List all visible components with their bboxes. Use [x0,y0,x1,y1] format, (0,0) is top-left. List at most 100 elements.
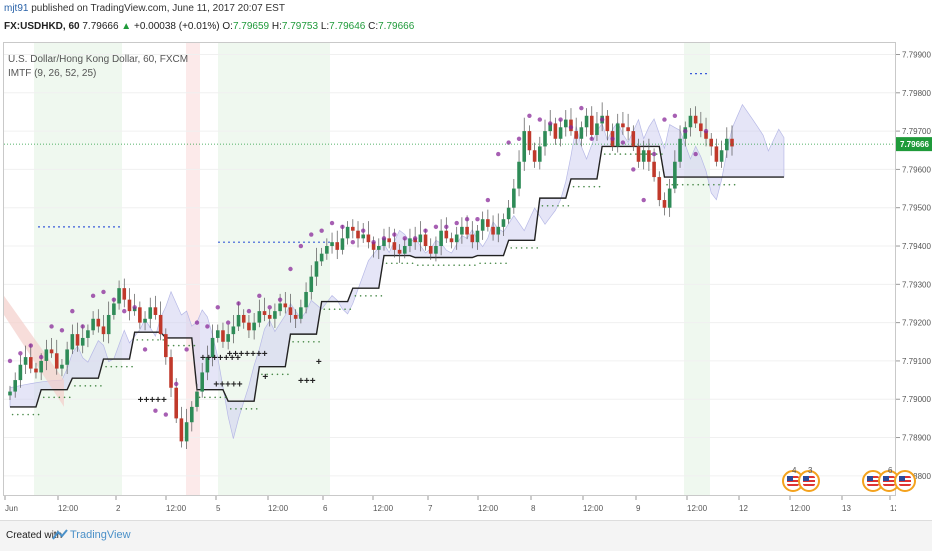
trail-dot [162,339,165,341]
series-legend[interactable]: U.S. Dollar/Hong Kong Dollar, 60, FXCM [8,54,189,65]
candle-body [330,242,334,247]
x-tick-label: 13 [842,504,851,513]
y-tick-label: 7.79400 [902,242,931,251]
candle-body [641,150,646,162]
candle-body [636,146,641,162]
candle-body [117,288,121,304]
x-tick-label: 12:00 [58,504,79,513]
trail-dot [463,264,466,266]
candle-body [335,242,340,250]
trail-dot [557,204,559,207]
tradingview-logo-icon [52,529,68,540]
lagging-dot [641,197,646,203]
candle-body [106,314,111,335]
x-tick-label: 12:0 [890,504,896,513]
symbol-label[interactable]: FX:USDHKD, 60 [4,21,80,32]
candle-body [647,150,651,162]
x-tick-label: 12:00 [687,504,708,513]
candle-body [704,131,708,139]
trail-dot [276,373,279,376]
y-tick-label: 7.79800 [902,89,931,98]
trail-dot [380,295,383,297]
trail-dot [650,153,653,155]
candle-body [356,230,360,239]
x-tick-label: 2 [116,504,121,513]
trail-dot [333,308,336,311]
candle-body [28,357,33,369]
lagging-dot [174,381,179,387]
candle-body [325,246,329,254]
candle-body [252,322,256,331]
trail-dot [567,204,570,207]
trail-dot [152,339,154,341]
candle-body [693,115,698,124]
signal-marker: +++++++ [200,353,241,364]
author-link[interactable]: mjt91 [4,3,29,14]
candle-body [54,353,59,369]
candle-body [460,226,464,235]
economic-calendar-events[interactable]: 6 [862,466,916,494]
candle-body [101,326,106,335]
us-flag-icon[interactable] [894,470,916,492]
candle-body [667,188,672,208]
candle-body [293,314,298,319]
trail-dot [718,183,720,186]
y-tick-label: 7.79600 [902,165,931,174]
lagging-dot [485,197,491,203]
y-tick-label: 7.79900 [902,50,931,59]
trail-dot [245,408,248,410]
candle-body [143,318,147,323]
trail-dot [183,344,185,347]
candle-body [595,123,599,135]
candle-body [231,326,236,335]
x-tick-label: 12:00 [790,504,811,513]
price-axis[interactable]: 7.79900 7.79800 7.79700 7.79600 7.79500 7.794… [896,42,932,496]
candle-body [18,364,23,381]
lagging-dot [672,113,678,118]
candle-body [247,322,251,331]
open-value: 7.79659 [232,21,270,32]
candle-body [205,357,210,373]
lagging-dot [475,217,480,222]
trail-dot [365,295,367,297]
trail-dot [250,408,253,410]
lagging-dot [38,354,44,360]
close-value: 7.79666 [378,21,415,32]
candle-body [725,138,729,151]
candle-body [179,418,184,442]
trail-dot [224,396,227,399]
lagging-dot [298,243,304,249]
candle-body [366,234,371,243]
published-text: published on TradingView.com, June 11, 2… [31,3,285,14]
candle-body [65,349,69,365]
indicator-legend[interactable]: IMTF (9, 26, 52, 25) [8,68,97,79]
lagging-dot [28,343,33,348]
trail-dot [520,247,523,249]
close-label: C: [368,21,379,32]
trail-dot [344,308,346,311]
candle-body [127,299,132,312]
trail-dot [115,365,118,368]
trail-dot [375,295,377,297]
trail-dot [609,153,611,155]
trail-dot [281,373,284,376]
lagging-dot [631,167,636,172]
price-chart-svg[interactable]: +++++++++++++++++++++++++++++ [4,43,895,495]
lagging-dot [381,236,387,241]
price-chart-area[interactable]: +++++++ +++++++ +++++ +++++ +++ + + [3,42,896,496]
candle-body [501,219,506,227]
x-tick-label: 12 [739,504,748,513]
candle-body [678,138,682,162]
lagging-dot [18,351,23,356]
time-axis[interactable]: Jun 12:00 2 12:00 5 12:00 6 12:00 7 12:00 8 12:00 9 1… [3,496,896,520]
lagging-dot [464,217,470,222]
tradingview-brand[interactable]: TradingView [70,529,131,541]
trail-dot [79,385,81,387]
us-flag-icon[interactable]: 3 [798,466,820,492]
candle-body [80,337,85,346]
candle-body [714,146,719,162]
trail-dot [89,385,92,387]
y-tick-label: 7.79300 [902,280,931,289]
trail-dot [619,153,622,155]
